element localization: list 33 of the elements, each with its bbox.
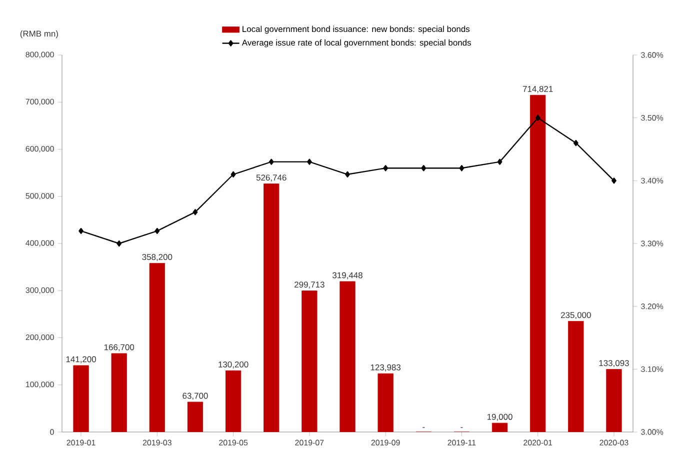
point bbox=[497, 158, 502, 165]
data-label: 526,746 bbox=[256, 174, 286, 182]
point bbox=[306, 158, 312, 165]
data-label: 235,000 bbox=[561, 312, 591, 320]
point bbox=[154, 228, 160, 234]
legend-label: Local government bond issuance: new bonds: special bonds bbox=[242, 26, 470, 34]
point bbox=[535, 114, 540, 121]
point bbox=[612, 178, 616, 184]
data-label: 130,200 bbox=[218, 361, 248, 368]
data-label: - bbox=[460, 427, 463, 428]
data-label: 358,200 bbox=[142, 254, 172, 262]
data-label: 133,093 bbox=[599, 360, 629, 368]
point bbox=[116, 240, 122, 247]
point bbox=[573, 140, 578, 146]
point bbox=[192, 208, 198, 216]
point bbox=[345, 171, 350, 178]
data-label: 714,821 bbox=[522, 86, 553, 93]
point bbox=[459, 165, 464, 172]
data-label: 63,700 bbox=[182, 392, 208, 400]
data-label: 123,983 bbox=[370, 364, 401, 372]
data-label: 141,200 bbox=[66, 356, 96, 364]
point bbox=[268, 158, 274, 165]
point bbox=[78, 228, 84, 234]
data-label: 299,713 bbox=[294, 282, 324, 289]
data-label: 319,448 bbox=[332, 272, 362, 280]
data-label: - bbox=[422, 427, 425, 428]
y-axis-title: (RMB mn) bbox=[20, 30, 58, 38]
data-label: 166,700 bbox=[104, 344, 134, 352]
data-label: 19,000 bbox=[487, 414, 512, 421]
legend-label: Average issue rate of local government bonds: special bonds bbox=[242, 39, 471, 48]
point bbox=[230, 171, 236, 178]
point bbox=[383, 165, 388, 172]
point bbox=[421, 165, 426, 172]
